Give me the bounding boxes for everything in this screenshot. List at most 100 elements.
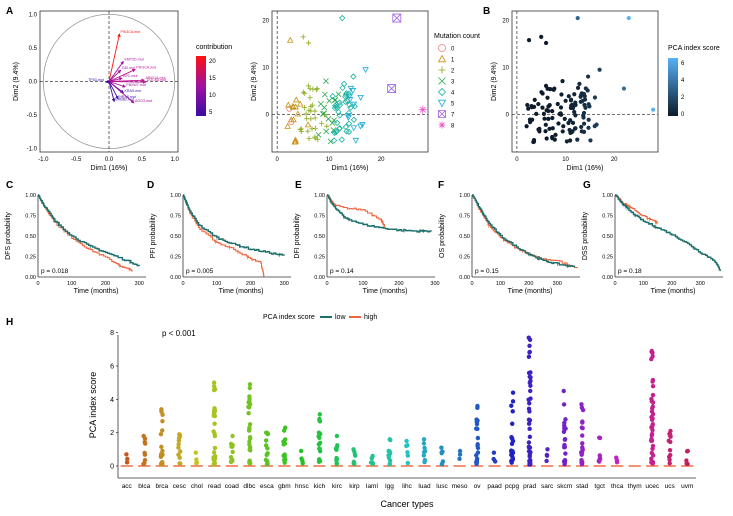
category-label: ucs [665, 483, 676, 490]
category-label: kirp [349, 483, 360, 490]
pca-point [626, 15, 631, 21]
score-dot [298, 448, 304, 454]
score-dot [421, 453, 427, 458]
score-dot [562, 436, 568, 442]
pca-point [559, 92, 564, 97]
score-dot [510, 457, 515, 463]
mutation-point [350, 73, 357, 80]
y-axis-title: DFS probability [5, 212, 12, 260]
pca-point [583, 105, 588, 110]
score-dot [563, 451, 568, 456]
x-tick-label: 0 [276, 157, 280, 163]
score-dot [334, 433, 340, 439]
y-tick-label: 10 [502, 65, 509, 71]
y-tick-label: 1.00 [25, 193, 36, 199]
score-dot [527, 337, 533, 342]
score-dot [649, 431, 655, 437]
x-tick-label: 100 [67, 281, 76, 287]
score-dot [211, 457, 216, 462]
loading-label: NRAS.mut [119, 95, 136, 99]
score-dot [282, 454, 287, 459]
score-dot [265, 451, 270, 456]
score-dot [248, 448, 253, 453]
score-dot [212, 460, 217, 466]
y-tick-label: 0.50 [459, 234, 470, 240]
pca-point [543, 83, 549, 88]
pca-variables-circle: -1.0 -0.5 0.0 0.5 1.0 -1.0 -0.5 0.0 0.5 1.0 Dim1 (… [13, 10, 232, 172]
y-tick-label: 0.75 [314, 214, 325, 220]
category-label: acc [122, 483, 133, 490]
pca-point [562, 116, 567, 121]
category-label: pcpg [505, 483, 519, 490]
mutation-point [293, 96, 300, 103]
legend-symbol [438, 66, 446, 74]
mutation-point [325, 115, 332, 122]
score-dot [265, 461, 270, 466]
p-value-label: p = 0.18 [618, 268, 642, 275]
pca-point [582, 94, 587, 99]
score-dot [281, 457, 287, 463]
legend-title: contribution [196, 44, 232, 51]
y-tick-label: 0.25 [602, 255, 613, 261]
y-tick-label: 0.25 [314, 255, 325, 261]
mutation-point [344, 97, 351, 105]
p-value-label: p = 0.005 [186, 268, 214, 275]
x-tick-label: 0 [181, 281, 184, 287]
score-dot [317, 416, 322, 422]
legend-title: PCA index score [263, 314, 315, 321]
mutation-point [302, 90, 308, 97]
pca-point [578, 99, 583, 104]
mutation-point [392, 13, 402, 23]
y-tick-label: 0.00 [170, 275, 181, 281]
score-dot [177, 461, 182, 466]
mutation-point [314, 86, 320, 92]
mutation-point [304, 121, 312, 128]
legend-symbol [438, 110, 446, 118]
y-tick-label: 0.25 [459, 255, 470, 261]
pca-point [532, 97, 537, 102]
pca-point [543, 129, 548, 134]
mutation-point [321, 104, 328, 111]
loading-arrow [108, 81, 135, 104]
loading-label: ARID1A.mut [145, 76, 165, 80]
x-axis-title: Time (months) [219, 288, 264, 295]
pca-point [544, 136, 549, 141]
score-dot [527, 418, 533, 423]
mutation-point [296, 100, 304, 107]
mutation-point [321, 110, 327, 117]
mutation-point [306, 135, 312, 142]
mutation-point [329, 93, 336, 100]
x-tick-label: 0 [515, 157, 519, 163]
score-dot [649, 450, 654, 456]
score-dot [160, 448, 165, 454]
pca-point [560, 79, 565, 84]
score-dot [316, 442, 322, 447]
score-dot [526, 421, 532, 426]
y-tick-label: 4 [110, 397, 114, 404]
score-dot [509, 403, 514, 408]
mutation-point [418, 105, 427, 114]
mutation-point [312, 115, 318, 121]
x-tick-label: 300 [430, 281, 439, 287]
score-dot [193, 450, 199, 455]
score-dot [561, 388, 566, 394]
legend-label-low: low [335, 314, 346, 321]
category-label: thca [611, 483, 624, 490]
category-label: dlbc [243, 483, 256, 490]
loading-arrow [108, 81, 119, 100]
score-dot [230, 449, 235, 455]
pca-point [572, 109, 577, 115]
legend-label: 7 [451, 113, 455, 119]
km-curve-low [327, 194, 433, 233]
category-label: uvm [681, 483, 693, 490]
p-value-label: p < 0.001 [162, 329, 196, 338]
x-tick-label: -0.5 [71, 157, 82, 163]
score-dot [650, 443, 656, 449]
mutation-point [336, 125, 343, 132]
loading-label: ERBB2.mut [115, 98, 134, 102]
legend-title: Mutation count [434, 33, 480, 40]
category-label: meso [452, 483, 468, 490]
category-label: blca [138, 483, 150, 490]
